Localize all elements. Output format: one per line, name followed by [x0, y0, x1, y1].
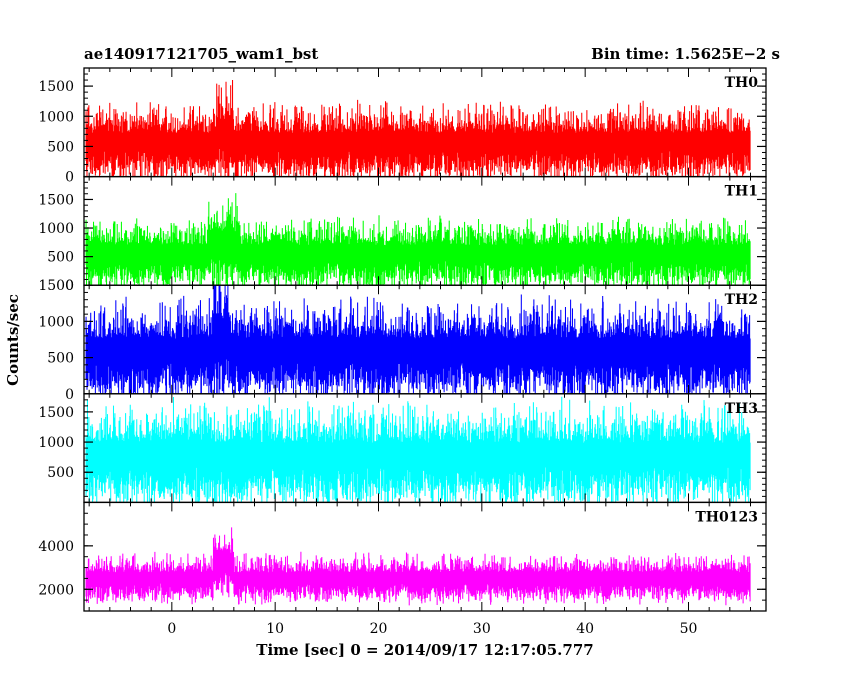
y-tick-label: 1500: [38, 79, 74, 95]
y-tick-label: 4000: [38, 539, 74, 555]
panel-th3: 500 1000 1500 TH3: [38, 393, 767, 504]
y-tick-label: 1500: [38, 192, 74, 208]
series-name-th0: TH0: [725, 75, 759, 91]
series-th2: [85, 285, 751, 394]
series-name-th1: TH1: [725, 184, 758, 200]
x-axis-label: Time [sec] 0 = 2014/09/17 12:17:05.777: [256, 641, 593, 659]
y-tick-label: 1000: [38, 435, 74, 451]
series-th1: [85, 193, 751, 286]
series-name-th2: TH2: [725, 292, 758, 308]
x-tick-label: 30: [473, 621, 491, 637]
series-th3: [85, 396, 751, 503]
series-name-th3: TH3: [725, 401, 758, 417]
y-tick-label: 1500: [38, 278, 74, 294]
y-tick-label: 1500: [38, 405, 74, 421]
y-tick-label: 500: [47, 250, 74, 266]
y-tick-label: 500: [47, 465, 74, 481]
y-tick-label: 1000: [38, 109, 74, 125]
series-th0123: [85, 527, 751, 606]
panel-th2: 0 500 1000 1500 TH2: [38, 278, 767, 403]
series-name-th0123: TH0123: [695, 509, 758, 525]
y-axis-label: Counts/sec: [4, 294, 22, 386]
y-tick-label: 1000: [38, 314, 74, 330]
x-tick-label: 40: [576, 621, 594, 637]
y-tick-label: 2000: [38, 582, 74, 598]
x-tick-label: 50: [680, 621, 698, 637]
series-th0: [85, 80, 751, 177]
panel-th0123: 2000 4000 TH0123: [38, 501, 767, 612]
panel-th0: 0 500 1000 1500 TH0: [38, 67, 767, 186]
y-tick-label: 0: [65, 170, 74, 186]
x-tick-label: 0: [167, 621, 176, 637]
figure-title-left: ae140917121705_wam1_bst: [84, 45, 318, 63]
x-tick-label: 20: [370, 621, 388, 637]
panel-th1: 0 500 1000 1500 TH1: [38, 175, 767, 294]
y-tick-label: 0: [65, 278, 74, 294]
y-tick-label: 0: [65, 387, 74, 403]
y-tick-label: 500: [47, 139, 74, 155]
y-tick-label: 1000: [38, 221, 74, 237]
figure-title-right: Bin time: 1.5625E−2 s: [591, 45, 780, 63]
y-tick-label: 500: [47, 351, 74, 367]
x-tick-label: 10: [266, 621, 284, 637]
